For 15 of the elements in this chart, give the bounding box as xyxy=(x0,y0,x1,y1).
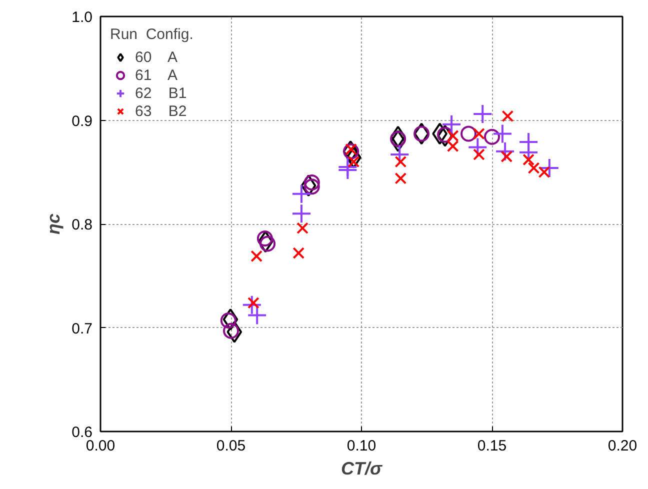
legend-label: 60 A xyxy=(135,48,178,66)
y-tick-label: 0.7 xyxy=(72,320,93,338)
x-tick-label: 0.15 xyxy=(477,438,507,454)
y-axis-title: ηc xyxy=(44,213,64,235)
y-tick-label: 1.0 xyxy=(72,9,93,26)
x-tick-label: 0.10 xyxy=(346,438,376,454)
x-tick-label: 0.05 xyxy=(216,438,246,454)
x-axis-title: CT/σ xyxy=(341,458,384,478)
legend-label: 62 B1 xyxy=(135,84,187,102)
legend-label: 63 B2 xyxy=(135,102,187,120)
y-tick-label: 0.9 xyxy=(72,112,93,130)
x-tick-label: 0.20 xyxy=(608,438,638,454)
y-tick-label: 0.8 xyxy=(72,216,93,234)
legend-label: 61 A xyxy=(135,66,178,84)
legend-title: Run Config. xyxy=(110,26,194,43)
